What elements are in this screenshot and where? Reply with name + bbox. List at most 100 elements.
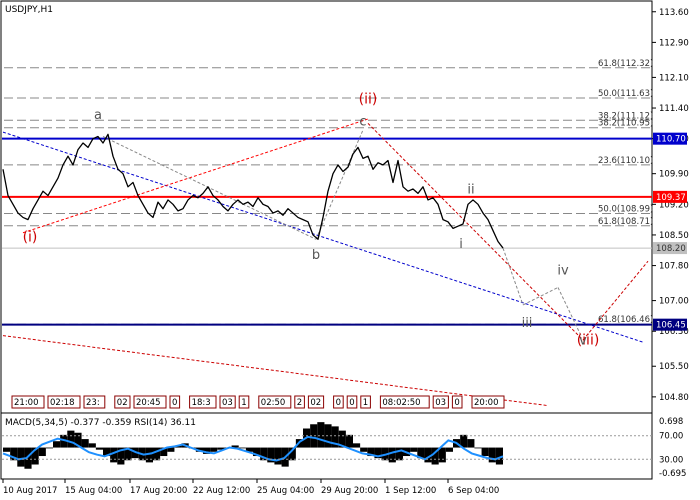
macd-bar — [3, 447, 11, 452]
wave-label: ii — [467, 182, 474, 197]
macd-bar — [24, 447, 32, 469]
wave-label: iii — [522, 316, 533, 331]
wave-label: (ii) — [359, 92, 378, 108]
macd-bar — [145, 447, 153, 463]
macd-tick-label: 70.00 — [659, 432, 683, 442]
price-box-resistance-blue — [653, 132, 687, 145]
timestamp-label: 02:50 — [261, 398, 286, 408]
macd-bar — [95, 447, 103, 450]
price-tick-label: 112.90 — [659, 38, 689, 48]
timestamp-box — [47, 395, 81, 409]
macd-bar — [45, 447, 53, 449]
price-tick-label: 105.50 — [659, 362, 689, 372]
fib-levels: 61.8(112.32) 50.0(111.63) 38.2(111.12)38.2… — [4, 59, 653, 325]
price-tick-label: 104.80 — [659, 393, 689, 403]
macd-bar — [245, 447, 253, 452]
timestamp-label: 20:45 — [136, 398, 161, 408]
timestamp-box — [133, 395, 167, 409]
timestamp-box — [451, 395, 463, 409]
macd-bar — [110, 447, 118, 463]
macd-bar — [495, 447, 503, 465]
timestamp-label: 1 — [363, 398, 368, 408]
timestamp-box — [346, 395, 358, 409]
macd-bar — [31, 447, 39, 465]
macd-tick-label: 0.698 — [659, 417, 683, 427]
timestamp-box — [169, 395, 181, 409]
price-tick-label: 106.30 — [659, 327, 689, 337]
price-tick-label: 113.60 — [659, 8, 689, 18]
timestamp-box — [11, 395, 45, 409]
price-tick-label: 109.20 — [659, 200, 689, 210]
macd-bar — [238, 447, 246, 449]
timestamp-label: 0 — [349, 398, 354, 408]
macd-tick-label: 30.00 — [659, 455, 683, 465]
timestamp-box — [333, 395, 344, 409]
grey-wave-bc — [315, 129, 364, 240]
price-tick-label: 107.00 — [659, 297, 689, 307]
macd-pane-frame — [0, 412, 653, 480]
macd-bar — [210, 447, 218, 452]
macd-bar — [474, 447, 482, 449]
rsi-line — [2, 435, 504, 462]
price-box-label: 109.37 — [656, 193, 686, 203]
price-box-label: 110.70 — [656, 135, 686, 145]
fib-label: 61.8(106.46) — [598, 315, 653, 325]
macd-bar — [460, 434, 468, 448]
timestamp-label: 03 — [222, 398, 233, 408]
timestamp-box — [189, 395, 217, 409]
macd-bar — [438, 447, 446, 463]
price-tick-label: 112.10 — [659, 73, 689, 83]
macd-bar — [153, 447, 161, 461]
macd-bar — [103, 447, 111, 457]
red-projection-up — [582, 260, 649, 341]
horizontal-levels — [2, 137, 652, 326]
timestamp-boxes: 21:00 02:18 23: 02 20:45 0 18:3 03 1 02:50 2 02 0 0 1 0… — [11, 395, 505, 409]
fib-label: 38.2(111.12) — [598, 111, 653, 121]
wave-label: iv — [557, 263, 569, 278]
timestamp-box — [471, 395, 505, 409]
price-box-support-blue — [653, 318, 687, 331]
macd-bar — [274, 447, 282, 465]
macd-bar — [395, 447, 403, 461]
timestamp-label: 20:00 — [474, 398, 499, 408]
fib-label: 38.2(110.95) — [598, 119, 653, 129]
time-tick-label: 1 Sep 12:00 — [385, 486, 436, 496]
macd-bar — [38, 447, 46, 457]
timestamp-box — [219, 395, 236, 409]
price-line — [2, 133, 504, 249]
macd-bar — [74, 432, 82, 448]
macd-title: MACD(5,34,5) -0.377 -0.359 RSI(14) 36.11 — [5, 418, 196, 428]
macd-bar — [353, 443, 361, 448]
macd-bar — [410, 447, 418, 452]
timestamp-box — [307, 395, 325, 409]
time-tick-label: 10 Aug 2017 — [3, 486, 57, 496]
timestamp-label: 0 — [454, 398, 459, 408]
macd-bar — [260, 447, 268, 461]
grey-wave-ab — [102, 136, 317, 240]
grey-wave-v — [557, 287, 582, 336]
price-tick-label: 109.90 — [659, 170, 689, 180]
macd-bar — [10, 447, 18, 461]
wave-label: a — [94, 108, 102, 123]
timestamp-box — [238, 395, 250, 409]
price-label-boxes: 110.70 109.37 108.20 106.45 — [653, 132, 687, 331]
timestamp-label: 21:00 — [14, 398, 39, 408]
time-tick-label: 15 Aug 04:00 — [65, 486, 122, 496]
time-axis: 10 Aug 2017 15 Aug 04:00 17 Aug 20:00 22 Au… — [2, 479, 499, 496]
macd-bar — [231, 445, 239, 448]
price-box-current — [653, 242, 687, 255]
timestamp-box — [294, 395, 305, 409]
red-channel-top — [22, 118, 369, 234]
macd-bar — [267, 447, 275, 463]
macd-bar — [488, 447, 496, 463]
timestamp-label: 2 — [297, 398, 302, 408]
wave-label: (i) — [23, 230, 38, 246]
fib-label: 23.6(110.10) — [598, 156, 653, 166]
macd-bar — [124, 447, 132, 461]
price-tick-label: 107.80 — [659, 262, 689, 272]
timestamp-label: 02:18 — [50, 398, 75, 408]
macd-bar — [81, 439, 89, 448]
macd-bar — [67, 430, 75, 448]
